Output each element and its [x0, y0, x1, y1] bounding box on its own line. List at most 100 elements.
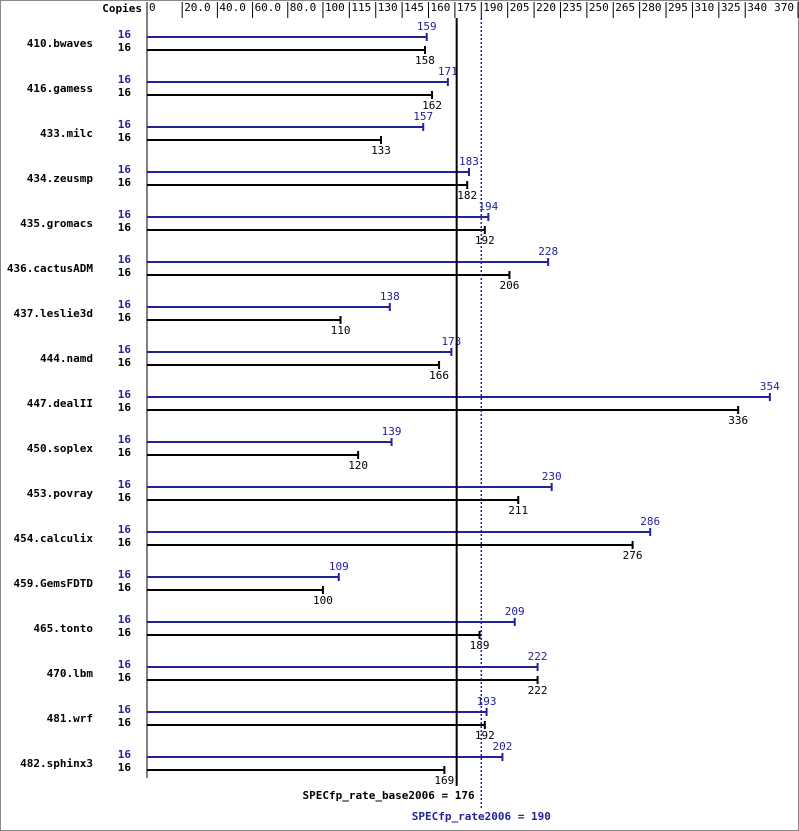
x-tick-label: 250 — [589, 1, 609, 14]
copies-header: Copies — [102, 2, 142, 15]
benchmark-name: 470.lbm — [47, 667, 94, 680]
x-tick-label: 145 — [404, 1, 424, 14]
x-tick-label: 325 — [721, 1, 741, 14]
copies-label: 16 — [118, 41, 132, 54]
copies-label: 16 — [118, 433, 132, 446]
value-label: 159 — [417, 20, 437, 33]
copies-label: 16 — [118, 478, 132, 491]
copies-label: 16 — [118, 86, 132, 99]
x-tick-label: 175 — [457, 1, 477, 14]
value-label: 222 — [528, 684, 548, 697]
copies-label: 16 — [118, 671, 132, 684]
copies-label: 16 — [118, 253, 132, 266]
value-label: 109 — [329, 560, 349, 573]
x-tick-label: 310 — [694, 1, 714, 14]
value-label: 138 — [380, 290, 400, 303]
x-tick-label: 205 — [510, 1, 530, 14]
value-label: 192 — [475, 234, 495, 247]
x-tick-label: 370 — [774, 1, 794, 14]
x-tick-label: 60.0 — [255, 1, 282, 14]
benchmark-name: 447.dealII — [27, 397, 93, 410]
copies-label: 16 — [118, 446, 132, 459]
copies-label: 16 — [118, 298, 132, 311]
copies-label: 16 — [118, 311, 132, 324]
benchmark-name: 450.soplex — [27, 442, 94, 455]
copies-label: 16 — [118, 568, 132, 581]
benchmark-name: 454.calculix — [14, 532, 94, 545]
value-label: 286 — [640, 515, 660, 528]
value-label: 120 — [348, 459, 368, 472]
value-label: 276 — [623, 549, 643, 562]
value-label: 182 — [457, 189, 477, 202]
copies-label: 16 — [118, 163, 132, 176]
copies-label: 16 — [118, 28, 132, 41]
copies-label: 16 — [118, 523, 132, 536]
copies-label: 16 — [118, 626, 132, 639]
value-label: 228 — [538, 245, 558, 258]
benchmark-name: 459.GemsFDTD — [14, 577, 94, 590]
benchmark-name: 410.bwaves — [27, 37, 93, 50]
x-tick-label: 130 — [378, 1, 398, 14]
x-tick-label: 40.0 — [219, 1, 246, 14]
benchmark-name: 433.milc — [40, 127, 93, 140]
value-label: 194 — [478, 200, 498, 213]
x-tick-label: 0 — [149, 1, 156, 14]
benchmark-name: 416.gamess — [27, 82, 93, 95]
value-label: 336 — [728, 414, 748, 427]
copies-label: 16 — [118, 131, 132, 144]
value-label: 354 — [760, 380, 780, 393]
value-label: 209 — [505, 605, 525, 618]
copies-label: 16 — [118, 658, 132, 671]
copies-label: 16 — [118, 356, 132, 369]
value-label: 193 — [477, 695, 497, 708]
reference-label: SPECfp_rate_base2006 = 176 — [302, 789, 475, 802]
copies-label: 16 — [118, 401, 132, 414]
x-tick-label: 160 — [431, 1, 451, 14]
value-label: 173 — [441, 335, 461, 348]
benchmark-name: 465.tonto — [33, 622, 93, 635]
copies-label: 16 — [118, 703, 132, 716]
benchmark-name: 482.sphinx3 — [20, 757, 93, 770]
x-tick-label: 235 — [562, 1, 582, 14]
value-label: 202 — [492, 740, 512, 753]
copies-label: 16 — [118, 118, 132, 131]
reference-label: SPECfp_rate2006 = 190 — [412, 810, 551, 823]
benchmark-name: 481.wrf — [47, 712, 93, 725]
copies-label: 16 — [118, 73, 132, 86]
copies-label: 16 — [118, 208, 132, 221]
value-label: 230 — [542, 470, 562, 483]
x-tick-label: 20.0 — [184, 1, 211, 14]
value-label: 211 — [508, 504, 528, 517]
benchmark-name: 453.povray — [27, 487, 94, 500]
value-label: 139 — [382, 425, 402, 438]
copies-label: 16 — [118, 343, 132, 356]
value-label: 189 — [470, 639, 490, 652]
value-label: 166 — [429, 369, 449, 382]
copies-label: 16 — [118, 176, 132, 189]
value-label: 162 — [422, 99, 442, 112]
copies-label: 16 — [118, 266, 132, 279]
value-label: 169 — [434, 774, 454, 787]
value-label: 222 — [528, 650, 548, 663]
x-tick-label: 115 — [351, 1, 371, 14]
copies-label: 16 — [118, 581, 132, 594]
value-label: 192 — [475, 729, 495, 742]
copies-label: 16 — [118, 221, 132, 234]
benchmark-name: 444.namd — [40, 352, 93, 365]
value-label: 100 — [313, 594, 333, 607]
value-label: 157 — [413, 110, 433, 123]
copies-label: 16 — [118, 748, 132, 761]
copies-label: 16 — [118, 613, 132, 626]
copies-label: 16 — [118, 761, 132, 774]
benchmark-name: 434.zeusmp — [27, 172, 94, 185]
value-label: 206 — [500, 279, 520, 292]
copies-label: 16 — [118, 491, 132, 504]
value-label: 110 — [331, 324, 351, 337]
copies-label: 16 — [118, 388, 132, 401]
x-tick-label: 220 — [536, 1, 556, 14]
value-label: 183 — [459, 155, 479, 168]
benchmark-name: 436.cactusADM — [7, 262, 93, 275]
